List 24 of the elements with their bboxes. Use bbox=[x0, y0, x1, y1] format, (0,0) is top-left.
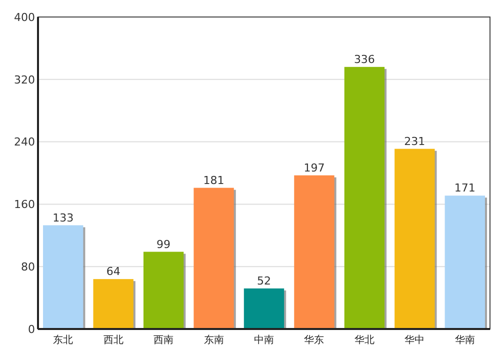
y-tick-label: 80 bbox=[21, 260, 35, 274]
x-tick-label: 华北 bbox=[354, 334, 374, 346]
data-label: 99 bbox=[156, 238, 171, 251]
data-label: 133 bbox=[52, 211, 74, 224]
y-tick-label: 400 bbox=[14, 10, 35, 24]
data-label: 231 bbox=[404, 134, 426, 148]
x-tick-label: 东南 bbox=[204, 334, 224, 346]
x-tick-label: 东北 bbox=[53, 334, 74, 346]
x-tick-label: 华南 bbox=[454, 334, 475, 346]
data-label: 64 bbox=[106, 265, 120, 278]
data-label: 197 bbox=[304, 161, 325, 174]
y-tick-label: 0 bbox=[28, 322, 35, 336]
data-label: 52 bbox=[257, 274, 271, 288]
x-tick-label: 华东 bbox=[304, 334, 324, 346]
y-tick-label: 160 bbox=[14, 198, 35, 212]
x-tick-label: 中南 bbox=[254, 334, 274, 346]
data-label: 171 bbox=[454, 182, 476, 195]
y-tick-label: 240 bbox=[14, 136, 35, 149]
y-tick-label: 320 bbox=[14, 73, 35, 86]
x-tick-label: 西北 bbox=[103, 334, 124, 346]
data-label: 336 bbox=[354, 52, 375, 66]
data-label: 181 bbox=[203, 174, 224, 187]
x-tick-label: 华中 bbox=[404, 334, 425, 346]
x-tick-label: 西南 bbox=[154, 334, 174, 346]
